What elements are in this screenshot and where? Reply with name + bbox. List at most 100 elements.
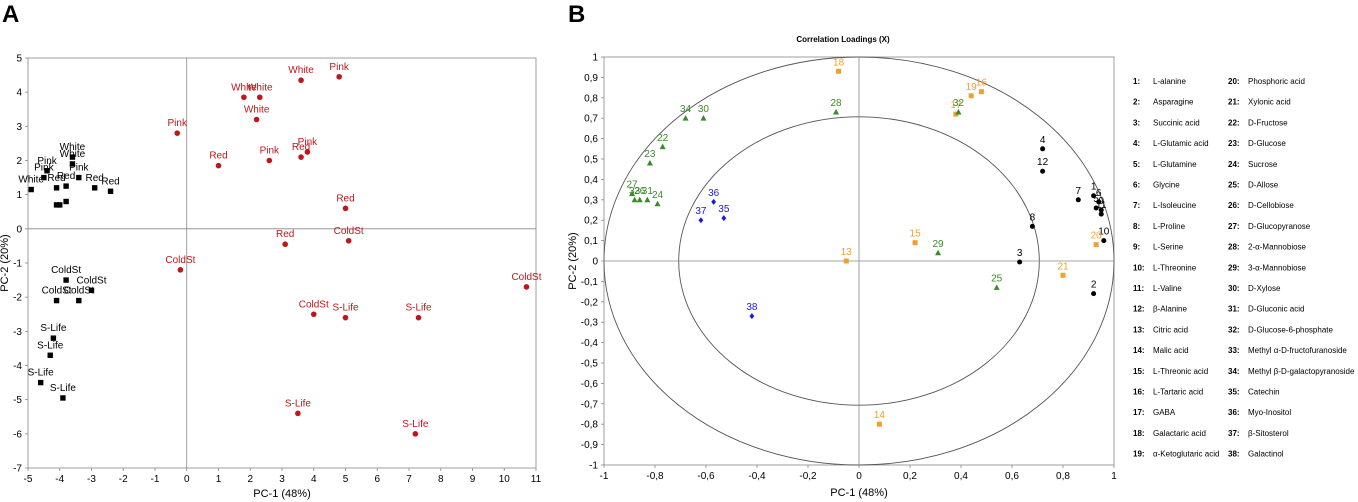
panel-a-point-label: S-Life [28,368,55,379]
panel-b-point-organic acids [968,93,974,99]
panel-a-point-black [91,185,98,191]
panel-a-x-tick-label: 3 [279,474,285,485]
panel-b-y-tick-label: -0,4 [581,338,599,349]
panel-a-point-black [28,186,34,193]
panel-a-x-tick-label: 1 [216,474,222,485]
legend-entry-name: D-Glucose [1248,139,1286,148]
panel-b-point-id: 29 [932,239,944,250]
panel-b-point-id: 32 [953,98,965,109]
panel-a-x-tick-label: 5 [343,474,349,485]
panel-a-y-tick-label: -3 [13,327,22,338]
legend-entry-name: D-Xylose [1248,284,1281,293]
panel-a-point-black [53,297,60,304]
panel-a-plot-frame [27,57,537,469]
legend-entry-number: 2: [1133,98,1140,107]
panel-b-y-tick-label: 0,3 [584,195,598,206]
legend-entry-name: L-Serine [1153,243,1184,252]
panel-b: B Correlation Loadings (X) -1 -0,8 -0,6 -0,… [567,1,1355,499]
panel-a-y-tick-label: -2 [13,293,22,304]
panel-a-point-black [76,297,82,304]
panel-b-point-id: 12 [1037,157,1049,168]
panel-a-point-label: ColdSt [42,286,72,297]
panel-b-point-sugars [629,190,636,197]
panel-b-y-tick-label: -0,5 [581,359,599,370]
panel-b-point-id: 11 [1096,200,1107,211]
panel-a-x-tick-label: 2 [247,474,253,485]
panel-a-point-label: Red [47,173,65,184]
panel-b-point-sugars [654,200,661,207]
legend-entry-number: 23: [1228,139,1240,148]
legend-entry-name: L-Glutamine [1153,160,1197,169]
panel-b-point-sugars [636,196,643,203]
panel-b-point-organic acids [912,240,918,246]
panel-a-y-tick-label: 4 [16,88,22,99]
legend-entry-number: 27: [1228,222,1240,231]
legend-entry-number: 4: [1133,139,1140,148]
panel-a-point-label: ColdSt [64,286,94,297]
panel-a-point-label: Pink [167,118,187,129]
panel-b-point-amino acids [1091,291,1097,297]
panel-a-y-axis-label: PC-2 (20%) [0,234,11,291]
panel-b-point-id: 17 [950,100,962,111]
panel-a-point-red [241,94,247,101]
panel-b-point-amino acids [1093,205,1099,211]
panel-b-y-axis-label: PC-2 (20%) [567,232,579,289]
panel-b-point-others [698,217,704,224]
legend-entry-name: Galactinol [1248,450,1284,459]
panel-b-axes [603,56,1115,466]
panel-a-x-tick-label: -5 [24,474,33,485]
panel-a-point-label: S-Life [332,303,359,314]
panel-a-y-tick-label: 3 [16,122,22,133]
panel-b-point-id: 30 [698,104,710,115]
panel-b-point-amino acids [1075,197,1081,203]
panel-b-y-tick-label: 1 [592,53,598,64]
panel-a-y-tick-label: 1 [16,190,22,201]
panel-a-point-label: Red [85,173,103,184]
panel-b-point-id: 13 [841,247,853,258]
panel-a-point-red [310,311,317,318]
panel-b-point-sugars [631,196,638,203]
panel-b-point-id: 34 [680,104,692,115]
panel-a-point-label: White [60,149,86,160]
panel-a-x-tick-label: 8 [438,474,444,485]
legend-entry-name: Myo-Inositol [1248,408,1291,417]
panel-b-ticks: -1 -0,8 -0,6 -0,4 -0,2 0 0,2 0,4 0,6 0,8 110,90,80… [581,53,1117,483]
panel-a-point-label: ColdSt [165,255,195,266]
legend-entry-number: 24: [1228,160,1240,169]
panel-a-y-tick-label: 5 [16,54,22,65]
legend-entry-name: 3-α-Mannobiose [1248,263,1307,272]
legend-entry-number: 37: [1228,429,1240,438]
panel-b-point-id: 16 [976,78,988,89]
panel-a-point-red [415,314,422,321]
panel-a-point-red [342,205,349,212]
panel-b-point-sugars [644,196,651,203]
panel-a-point-label: White [244,105,270,116]
panel-a-point-black [47,352,53,358]
panel-b-point-id: 19 [966,82,978,93]
panel-b-point-amino acids [1096,199,1102,205]
panel-b-x-tick-label: 0,8 [1056,471,1070,482]
legend-entry-number: 38: [1228,450,1240,459]
panel-b-x-tick-label: -0,6 [697,471,715,482]
legend-entry-name: β-Sitosterol [1248,429,1289,438]
panel-b-point-id: 25 [991,274,1003,285]
legend-entry-name: D-Allose [1248,181,1279,190]
panel-a-point-label: White [231,82,257,93]
panel-a-point-red [345,237,352,244]
panel-a-x-tick-label: -2 [119,474,128,485]
legend-entry-name: L-Glutamic acid [1153,139,1209,148]
legend-entry-number: 32: [1228,325,1240,334]
panel-b-point-amino acids [1017,259,1023,265]
panel-a-point-label: White [247,82,273,93]
panel-a-point-black [69,154,76,160]
legend-entry-name: Asparagine [1153,98,1194,107]
legend-entry-number: 35: [1228,388,1240,397]
panel-b-point-id: 37 [695,206,707,217]
legend-entry-name: α-Ketoglutaric acid [1153,450,1219,459]
panel-a-point-label: Red [336,193,354,204]
legend-entry-number: 11: [1133,284,1144,293]
panel-a-point-red [174,130,181,136]
legend-entry-name: Methyl α-D-fructofuranoside [1248,346,1347,355]
panel-a-point-red [304,149,311,155]
panel-b-point-id: 18 [833,57,845,68]
